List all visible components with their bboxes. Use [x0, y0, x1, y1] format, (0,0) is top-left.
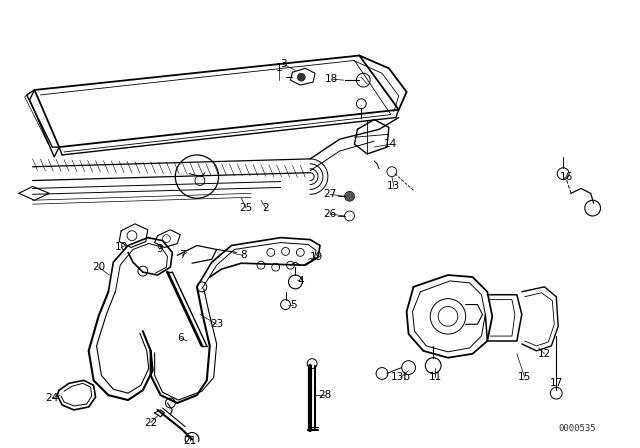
- Text: 15: 15: [518, 372, 531, 383]
- Text: 10: 10: [115, 242, 128, 253]
- Text: 19: 19: [309, 252, 323, 263]
- Text: 17: 17: [550, 378, 563, 388]
- Text: 20: 20: [92, 262, 105, 272]
- Text: 2: 2: [262, 203, 269, 213]
- Text: 16: 16: [559, 172, 573, 181]
- Text: 6: 6: [177, 333, 184, 343]
- Text: 22: 22: [144, 418, 157, 428]
- Text: 25: 25: [239, 203, 253, 213]
- Text: 13b: 13b: [391, 372, 411, 383]
- Text: 26: 26: [323, 209, 337, 219]
- Text: 14: 14: [384, 139, 397, 149]
- Text: 18: 18: [325, 74, 339, 84]
- Text: 8: 8: [240, 250, 246, 260]
- Text: 0000535: 0000535: [558, 423, 596, 432]
- Text: 7: 7: [179, 250, 186, 260]
- Text: 23: 23: [210, 319, 223, 329]
- Text: 1: 1: [275, 63, 282, 73]
- Circle shape: [344, 191, 355, 201]
- Text: 24: 24: [45, 393, 59, 403]
- Text: 28: 28: [318, 390, 332, 400]
- Text: 3: 3: [280, 60, 287, 69]
- Text: 5: 5: [290, 300, 297, 310]
- Text: 27: 27: [323, 190, 337, 199]
- Text: 21: 21: [184, 436, 196, 446]
- Text: 9: 9: [156, 245, 163, 254]
- Text: 4: 4: [297, 276, 303, 286]
- Circle shape: [298, 73, 305, 81]
- Text: 11: 11: [429, 372, 442, 383]
- Text: 12: 12: [538, 349, 551, 359]
- Text: 13: 13: [387, 181, 401, 191]
